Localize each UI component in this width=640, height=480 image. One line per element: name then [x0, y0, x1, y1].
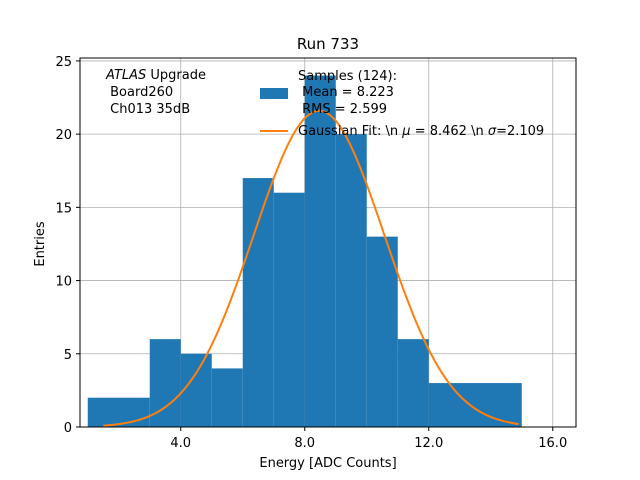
legend-hist-line-1: Samples (124):: [298, 69, 397, 84]
atlas-annotation: ATLAS Upgrade Board260 Ch013 35dB: [105, 68, 206, 117]
legend-fit-part-1: Gaussian Fit: \n: [298, 124, 402, 139]
y-tick-label-1: 5: [64, 348, 72, 363]
annotation-line-3: Ch013 35dB: [106, 102, 190, 117]
bar-7: [335, 134, 367, 427]
y-tick-label-2: 10: [55, 275, 72, 290]
y-tick-label-5: 25: [55, 55, 72, 70]
x-tick-label-0: 4.0: [170, 436, 191, 451]
annotation-line-1: ATLAS Upgrade: [105, 68, 206, 83]
bar-5: [273, 192, 305, 427]
fit-curve: [103, 109, 519, 427]
chart-title: Run 733: [297, 35, 359, 53]
annotation-upgrade-label: Upgrade: [146, 68, 206, 83]
y-tick-label-4: 20: [55, 128, 72, 143]
y-tick-label-3: 15: [55, 201, 72, 216]
bar-4: [242, 178, 274, 427]
annotation-line-2: Board260: [106, 85, 173, 100]
y-axis-ticks: 0 5 10 15 20 25: [55, 55, 80, 436]
gaussian-fit: [103, 109, 519, 427]
annotation-atlas-label: ATLAS: [105, 68, 146, 83]
bar-2: [180, 353, 212, 427]
x-axis-title: Energy [ADC Counts]: [259, 456, 396, 471]
legend-fit-part-2: = 8.462 \n: [411, 124, 488, 139]
bar-10: [428, 383, 522, 427]
plot-frame: [79, 57, 577, 428]
bar-9: [397, 339, 429, 427]
legend-fit-sigma: σ: [488, 124, 497, 139]
x-tick-label-3: 16.0: [538, 436, 567, 451]
legend-fit-label: Gaussian Fit: \n μ = 8.462 \n σ=2.109: [298, 124, 544, 139]
bar-0: [87, 397, 150, 427]
x-axis-ticks: 4.0 8.0 12.0 16.0: [170, 427, 567, 451]
legend-fit-mu: μ: [401, 124, 410, 139]
legend-fit-part-3: =2.109: [496, 124, 544, 139]
legend-hist-swatch: [260, 88, 288, 99]
x-tick-label-1: 8.0: [294, 436, 315, 451]
y-tick-label-0: 0: [64, 421, 72, 436]
bar-3: [211, 368, 243, 427]
y-axis-title: Entries: [33, 221, 48, 267]
bar-6: [304, 75, 336, 428]
legend-hist-line-2: Mean = 8.223: [298, 85, 394, 100]
x-tick-label-2: 12.0: [414, 436, 443, 451]
legend-hist-line-3: RMS = 2.599: [298, 102, 387, 117]
bar-8: [366, 236, 398, 427]
legend: Samples (124): Mean = 8.223 RMS = 2.599 …: [260, 69, 544, 139]
